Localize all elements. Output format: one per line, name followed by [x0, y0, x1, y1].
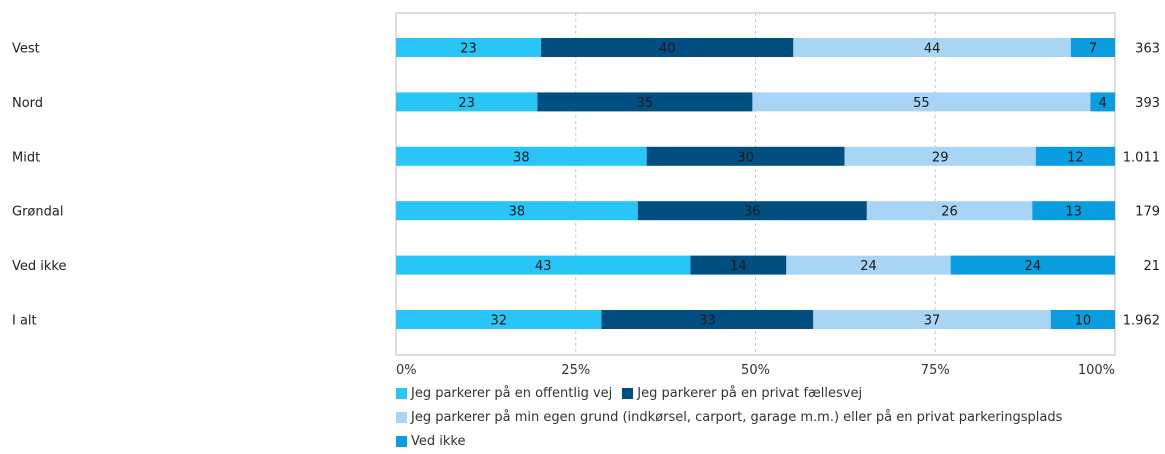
data-label: 12	[1067, 150, 1084, 165]
labels: 0% 25% 50% 75% 100% Vest 23 40 44 7 363 Nord 23 35 55 4…	[12, 42, 1160, 379]
bar-segment	[752, 92, 1091, 112]
data-label: 29	[932, 150, 949, 165]
legend-label: Jeg parkerer på min egen grund (indkørse…	[411, 409, 1063, 425]
bar-segment	[637, 201, 867, 221]
row-total-label: 393	[1135, 96, 1160, 111]
data-label: 24	[860, 259, 877, 274]
data-label: 4	[1099, 96, 1107, 111]
row-total-label: 21	[1143, 259, 1160, 274]
legend-label: Jeg parkerer på en offentlig vej	[411, 385, 613, 401]
legend-swatch	[396, 435, 407, 447]
category-label: Grøndal	[12, 205, 63, 220]
data-label: 33	[699, 314, 716, 329]
bar-segment	[844, 146, 1036, 166]
bar-segment	[1050, 310, 1115, 329]
data-label: 44	[924, 42, 941, 57]
x-tick-label: 0%	[396, 363, 417, 378]
x-tick-label: 50%	[741, 363, 770, 378]
category-label: Midt	[12, 150, 40, 165]
data-label: 10	[1075, 314, 1092, 329]
data-label: 23	[458, 96, 475, 111]
gridlines	[395, 12, 1116, 356]
legend-item: Jeg parkerer på en privat fællesvej	[622, 382, 862, 404]
legend-item: Jeg parkerer på min egen grund (indkørse…	[396, 406, 1062, 428]
legend-item: Ved ikke	[396, 430, 465, 452]
bar-segment	[950, 255, 1115, 275]
legend-row: Jeg parkerer på en offentlig vej Jeg park…	[396, 382, 1156, 406]
legend-item: Jeg parkerer på en offentlig vej	[396, 382, 612, 404]
x-tick-label: 100%	[1078, 363, 1115, 378]
x-tick-label: 25%	[561, 363, 590, 378]
data-label: 30	[737, 150, 754, 165]
row-total-label: 179	[1135, 205, 1160, 220]
bar-segment	[396, 38, 542, 57]
data-label: 26	[941, 205, 958, 220]
legend-swatch	[622, 387, 634, 399]
row-total-label: 1.962	[1123, 314, 1160, 329]
bar-segment	[1090, 92, 1115, 112]
data-label: 55	[913, 96, 930, 111]
legend-swatch	[396, 387, 407, 399]
bar-segment	[396, 310, 602, 329]
data-label: 38	[513, 150, 530, 165]
category-label: Nord	[12, 96, 43, 111]
row-total-label: 1.011	[1123, 150, 1160, 165]
legend-row: Jeg parkerer på min egen grund (indkørse…	[396, 406, 1156, 430]
bar-segment	[1032, 201, 1115, 221]
bar-segment	[541, 38, 794, 57]
bar-segment	[646, 146, 845, 166]
bar-segment	[1070, 38, 1115, 57]
row-total-label: 363	[1135, 42, 1160, 57]
data-label: 40	[659, 42, 676, 57]
data-label: 32	[490, 314, 507, 329]
data-label: 38	[509, 205, 526, 220]
data-label: 24	[1025, 259, 1042, 274]
category-label: Vest	[12, 42, 40, 57]
bar-segment	[866, 201, 1033, 221]
legend-label: Ved ikke	[411, 433, 466, 449]
data-label: 7	[1089, 42, 1097, 57]
data-label: 14	[730, 259, 747, 274]
bar-segment	[396, 255, 691, 275]
bar-segment	[786, 255, 951, 275]
bar-segment	[537, 92, 753, 112]
data-label: 13	[1065, 205, 1082, 220]
data-label: 35	[637, 96, 654, 111]
bars	[396, 38, 1115, 329]
bar-segment	[601, 310, 814, 329]
category-label: Ved ikke	[12, 259, 66, 274]
bar-segment	[396, 146, 647, 166]
legend: Jeg parkerer på en offentlig vej Jeg park…	[396, 382, 1156, 454]
legend-label: Jeg parkerer på en privat fællesvej	[637, 385, 863, 401]
bar-segment	[813, 310, 1051, 329]
category-label: I alt	[12, 314, 37, 329]
legend-swatch	[396, 411, 407, 423]
data-label: 37	[924, 314, 941, 329]
bar-segment	[690, 255, 787, 275]
legend-row: Ved ikke	[396, 430, 1156, 454]
data-label: 23	[460, 42, 477, 57]
data-label: 43	[535, 259, 552, 274]
data-label: 36	[744, 205, 761, 220]
bar-segment	[396, 92, 538, 112]
bar-segment	[396, 201, 638, 221]
bar-segment	[1035, 146, 1115, 166]
x-tick-label: 75%	[921, 363, 950, 378]
bar-segment	[793, 38, 1071, 57]
